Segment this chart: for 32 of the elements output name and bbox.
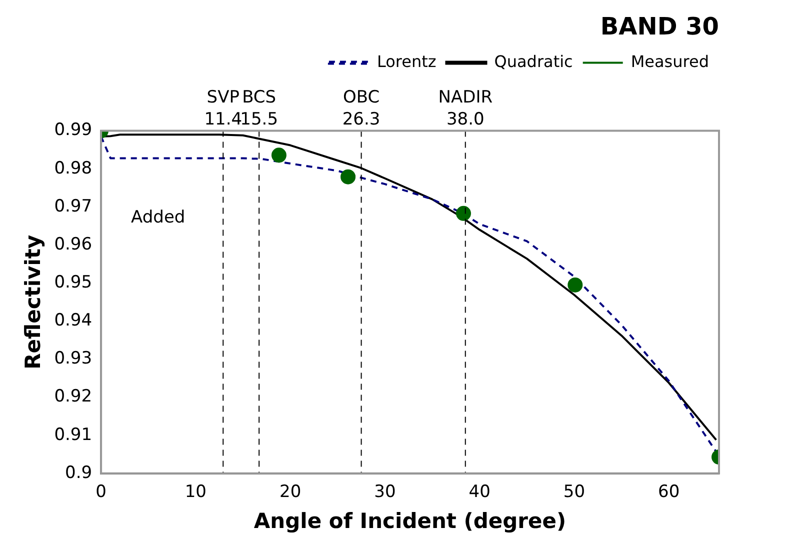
y-tick-label: 0.92 <box>54 386 92 407</box>
annotation: Added <box>131 208 186 228</box>
y-tick-label: 0.91 <box>54 424 92 445</box>
x-tick-label: 50 <box>563 482 586 502</box>
x-tick-label: 40 <box>468 482 490 502</box>
x-axis-title: Angle of Incident (degree) <box>254 508 566 533</box>
legend-label: Measured <box>630 52 709 71</box>
y-tick-label: 0.99 <box>54 120 92 140</box>
y-tick-label: 0.95 <box>54 272 92 292</box>
legend-label: Quadratic <box>494 52 573 71</box>
x-tick-label: 30 <box>374 482 396 502</box>
y-tick-label: 0.93 <box>54 348 92 369</box>
y-axis-title: Reflectivity <box>21 234 46 370</box>
ref-line-label: OBC 26.3 <box>342 88 380 130</box>
y-tick-label: 0.97 <box>54 196 92 216</box>
x-tick-label: 20 <box>279 482 302 502</box>
y-tick-label: 0.94 <box>54 310 92 331</box>
point <box>568 277 583 292</box>
y-tick-label: 0.9 <box>65 462 92 483</box>
x-tick-label: 0 <box>96 482 106 502</box>
x-tick-label: 10 <box>184 482 207 502</box>
point <box>456 206 471 221</box>
ref-line-label: SVP 11.4 <box>204 88 242 130</box>
point <box>271 148 286 163</box>
ref-line-label: BCS 15.5 <box>240 88 278 130</box>
x-tick-label: 60 <box>658 482 680 502</box>
point <box>340 169 356 184</box>
ref-line-label: NADIR 38.0 <box>438 88 493 130</box>
legend-label: Lorentz <box>376 52 436 71</box>
y-tick-label: 0.96 <box>54 234 92 254</box>
chart-title: BAND 30 <box>600 12 719 41</box>
y-tick-label: 0.98 <box>54 158 92 178</box>
